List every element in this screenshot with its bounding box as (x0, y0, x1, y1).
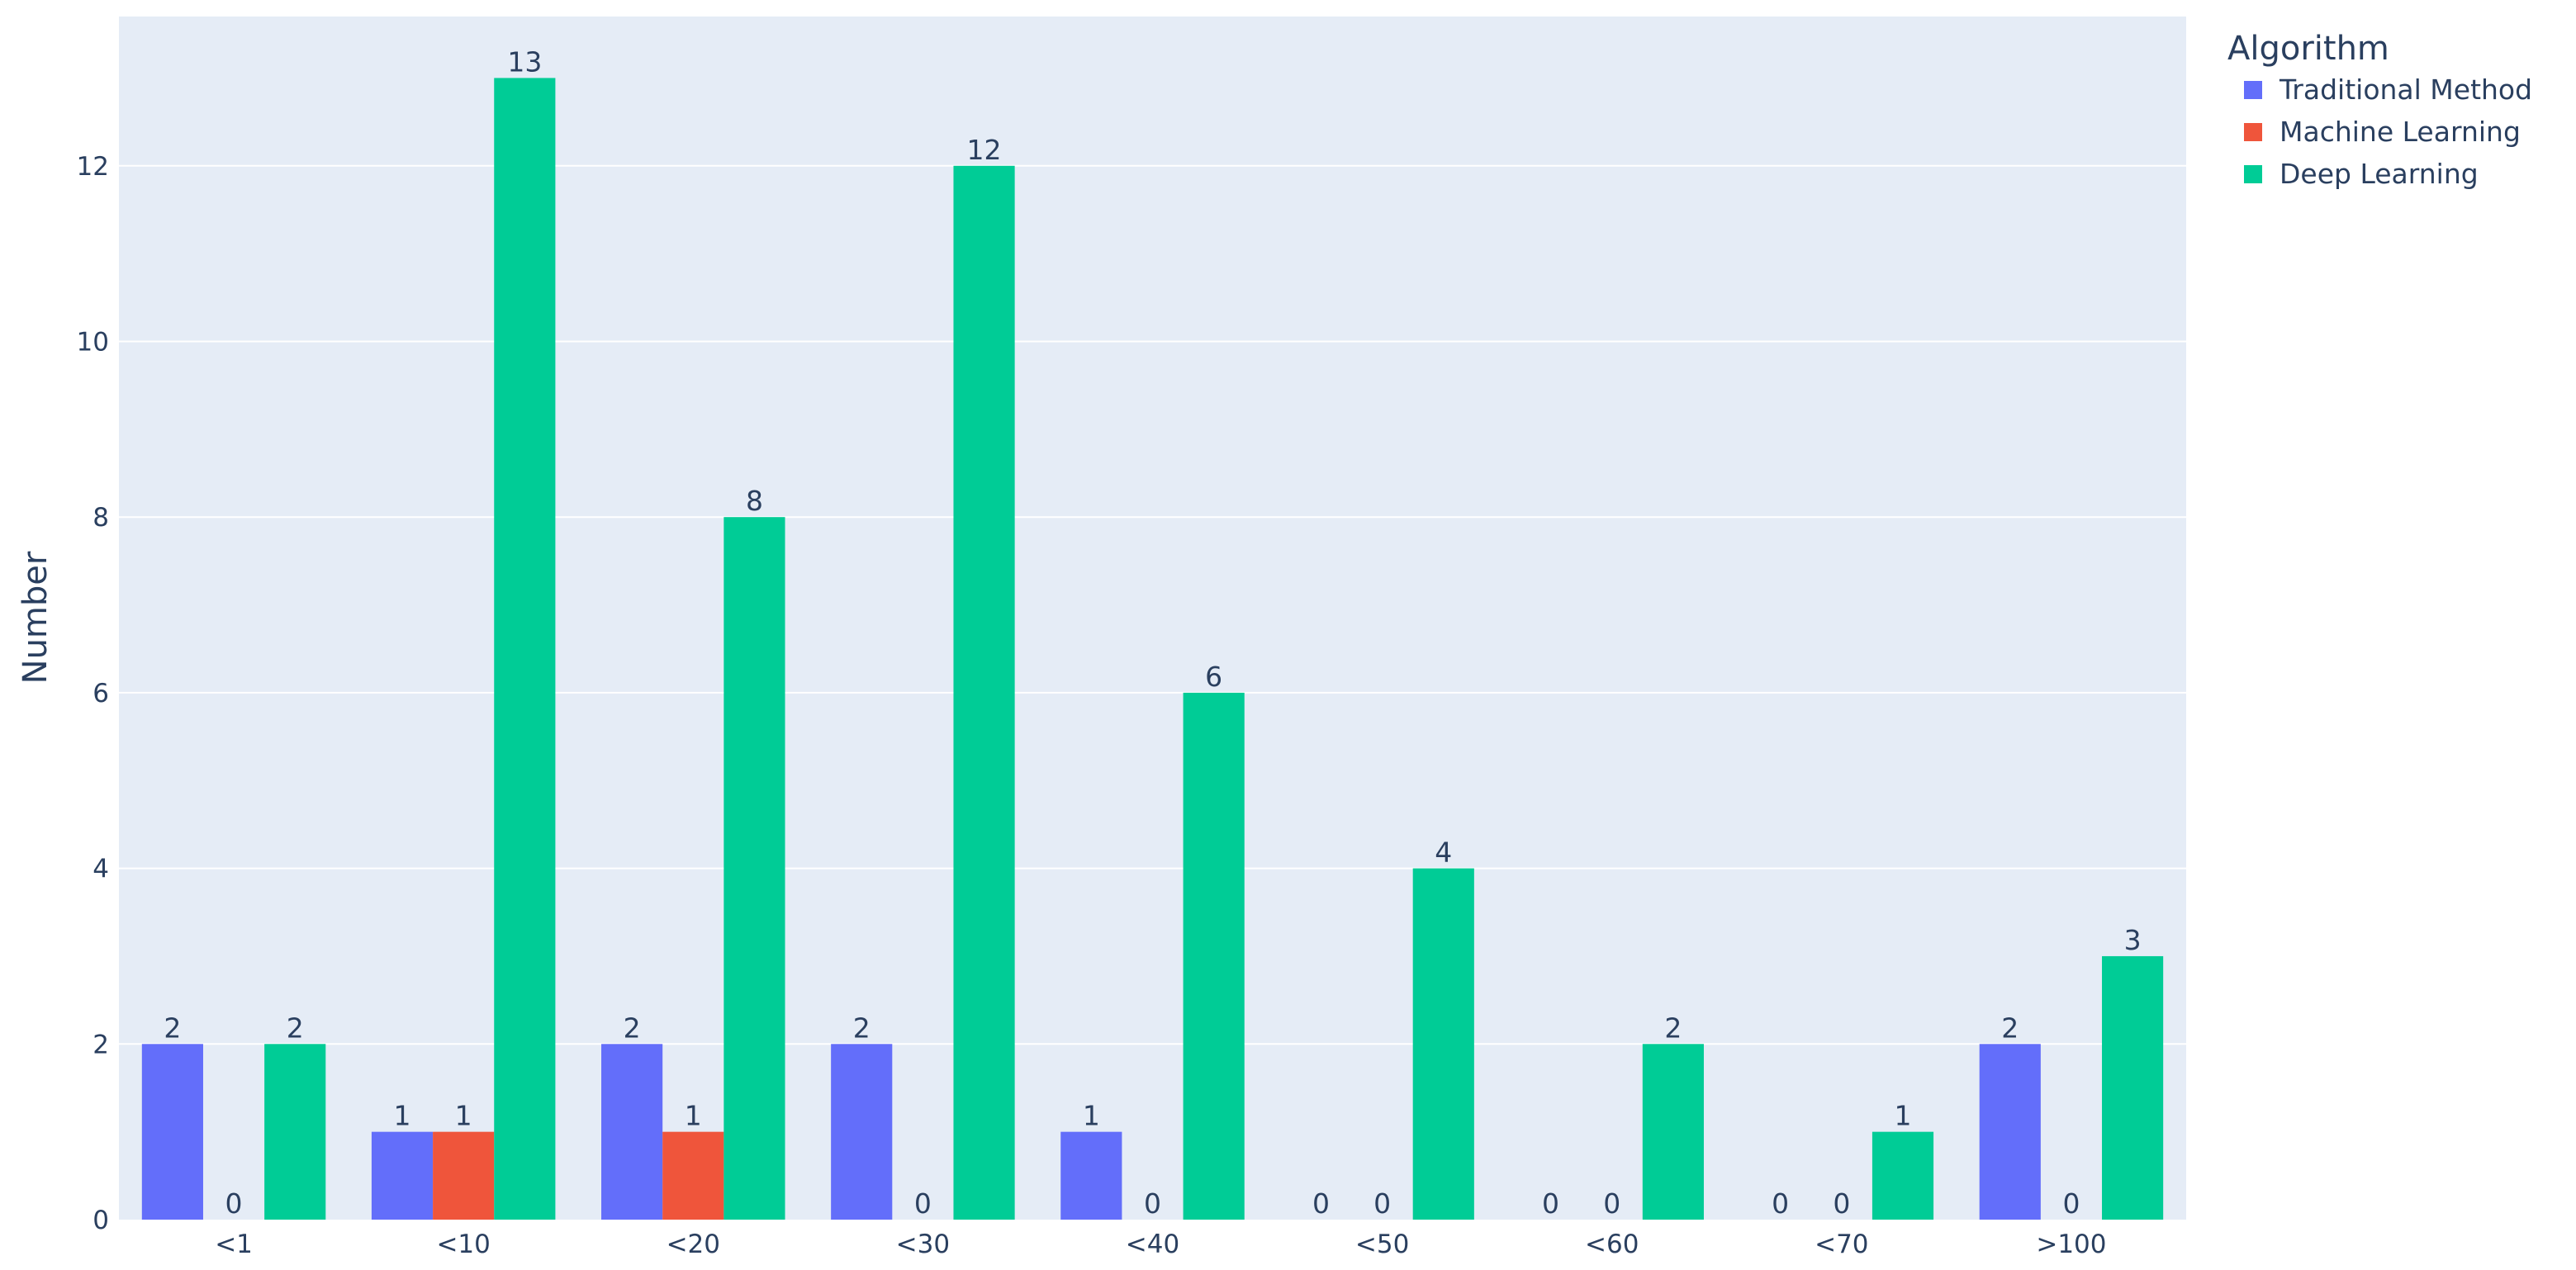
bar[interactable] (141, 1044, 203, 1220)
bar-value-label: 1 (455, 1100, 472, 1132)
bar-value-label: 0 (1603, 1187, 1620, 1220)
legend-item[interactable]: Deep Learning (2244, 158, 2479, 190)
bar-value-label: 2 (624, 1012, 641, 1044)
bar[interactable] (433, 1131, 495, 1220)
bar-value-label: 0 (1542, 1187, 1559, 1220)
x-tick-label: <20 (667, 1230, 720, 1259)
legend-item[interactable]: Traditional Method (2244, 73, 2532, 106)
bar[interactable] (1060, 1131, 1122, 1220)
x-tick-label: <70 (1815, 1230, 1868, 1259)
bar[interactable] (371, 1131, 434, 1220)
y-axis-title: Number (17, 551, 55, 684)
bar[interactable] (1979, 1044, 2041, 1220)
x-tick-label: <50 (1355, 1230, 1409, 1259)
bar[interactable] (1183, 692, 1245, 1220)
bars (141, 78, 2164, 1220)
bar-value-label: 0 (1833, 1187, 1850, 1220)
y-tick-label: 4 (93, 855, 109, 884)
x-tick-label: <40 (1126, 1230, 1179, 1259)
x-tick-label: <60 (1585, 1230, 1639, 1259)
bar[interactable] (1412, 868, 1474, 1220)
bar-value-label: 6 (1205, 661, 1222, 693)
bar-value-label: 1 (1894, 1100, 1911, 1132)
bar-value-label: 4 (1435, 836, 1452, 869)
legend-label: Deep Learning (2279, 158, 2479, 190)
legend-swatch (2244, 81, 2262, 99)
x-tick-label: <10 (436, 1230, 490, 1259)
bar-value-label: 2 (853, 1012, 871, 1044)
x-tick-label: <30 (896, 1230, 950, 1259)
bar[interactable] (264, 1044, 326, 1220)
bar-value-label: 2 (2001, 1012, 2019, 1044)
y-tick-label: 0 (93, 1206, 109, 1235)
legend-swatch (2244, 123, 2262, 141)
bar[interactable] (1872, 1131, 1934, 1220)
y-axis-ticks: 0 2 4 6 8 10 12 (77, 152, 109, 1235)
x-axis-ticks: <1 <10 <20 <30 <40 <50 <60 <70 >100 (215, 1230, 2106, 1259)
legend-title: Algorithm (2227, 30, 2389, 68)
bar-value-label: 2 (164, 1012, 181, 1044)
y-tick-label: 10 (77, 327, 109, 357)
bar-value-label: 1 (1083, 1100, 1100, 1132)
bar-value-label: 2 (1664, 1012, 1682, 1044)
y-tick-label: 6 (93, 679, 109, 708)
bar-value-label: 0 (1312, 1187, 1330, 1220)
bar-value-label: 12 (967, 134, 1002, 166)
bar[interactable] (494, 78, 556, 1220)
bar-value-label: 13 (507, 45, 542, 78)
bar-value-label: 0 (1144, 1187, 1161, 1220)
y-tick-label: 2 (93, 1030, 109, 1059)
bar-value-label: 0 (1772, 1187, 1789, 1220)
legend-item[interactable]: Machine Learning (2244, 116, 2521, 148)
y-tick-label: 12 (77, 152, 109, 182)
bar[interactable] (953, 165, 1015, 1220)
bar-value-label: 2 (287, 1012, 304, 1044)
y-tick-label: 8 (93, 503, 109, 533)
x-tick-label: >100 (2036, 1230, 2106, 1259)
bar-value-label: 3 (2124, 924, 2142, 956)
legend-swatch (2244, 165, 2262, 183)
legend-label: Traditional Method (2279, 73, 2532, 106)
gridlines (119, 164, 2186, 1045)
bar-value-label: 1 (685, 1100, 702, 1132)
legend[interactable]: Algorithm Traditional Method Machine Lear… (2227, 30, 2532, 190)
bar[interactable] (2102, 955, 2164, 1220)
x-tick-label: <1 (215, 1230, 253, 1259)
bar-value-label: 0 (2062, 1187, 2080, 1220)
bar-value-label: 0 (225, 1187, 243, 1220)
bar[interactable] (723, 517, 785, 1220)
bar-value-label: 1 (394, 1100, 411, 1132)
bar-value-label: 0 (914, 1187, 932, 1220)
bar[interactable] (831, 1044, 893, 1220)
bar[interactable] (601, 1044, 663, 1220)
bar[interactable] (1642, 1044, 1704, 1220)
plot-area (119, 17, 2186, 1220)
bar-value-label: 0 (1373, 1187, 1391, 1220)
bar-value-label: 8 (746, 485, 763, 517)
bar[interactable] (662, 1131, 724, 1220)
legend-label: Machine Learning (2279, 116, 2521, 148)
